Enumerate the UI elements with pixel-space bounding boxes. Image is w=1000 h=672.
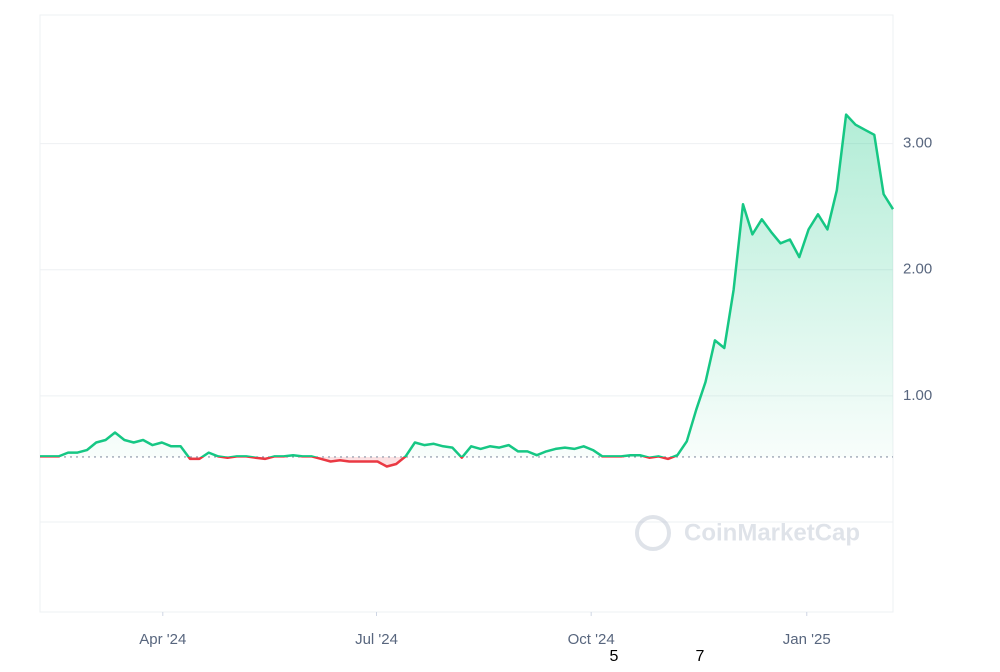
- y-tick-label: 1.00: [903, 387, 932, 404]
- annotation: 7: [696, 648, 705, 665]
- y-tick-label: 3.00: [903, 135, 932, 152]
- price-area: [40, 114, 893, 467]
- price-line: [40, 113, 895, 468]
- watermark: CoinMarketCap: [635, 515, 860, 551]
- x-tick-label: Jan '25: [783, 631, 831, 648]
- x-tick-label: Oct '24: [568, 631, 615, 648]
- watermark-logo: [635, 515, 671, 551]
- watermark-text: CoinMarketCap: [684, 519, 860, 546]
- x-tick-label: Jul '24: [355, 631, 398, 648]
- y-tick-label: 2.00: [903, 261, 932, 278]
- annotation: 5: [610, 648, 619, 665]
- x-tick-label: Apr '24: [139, 631, 186, 648]
